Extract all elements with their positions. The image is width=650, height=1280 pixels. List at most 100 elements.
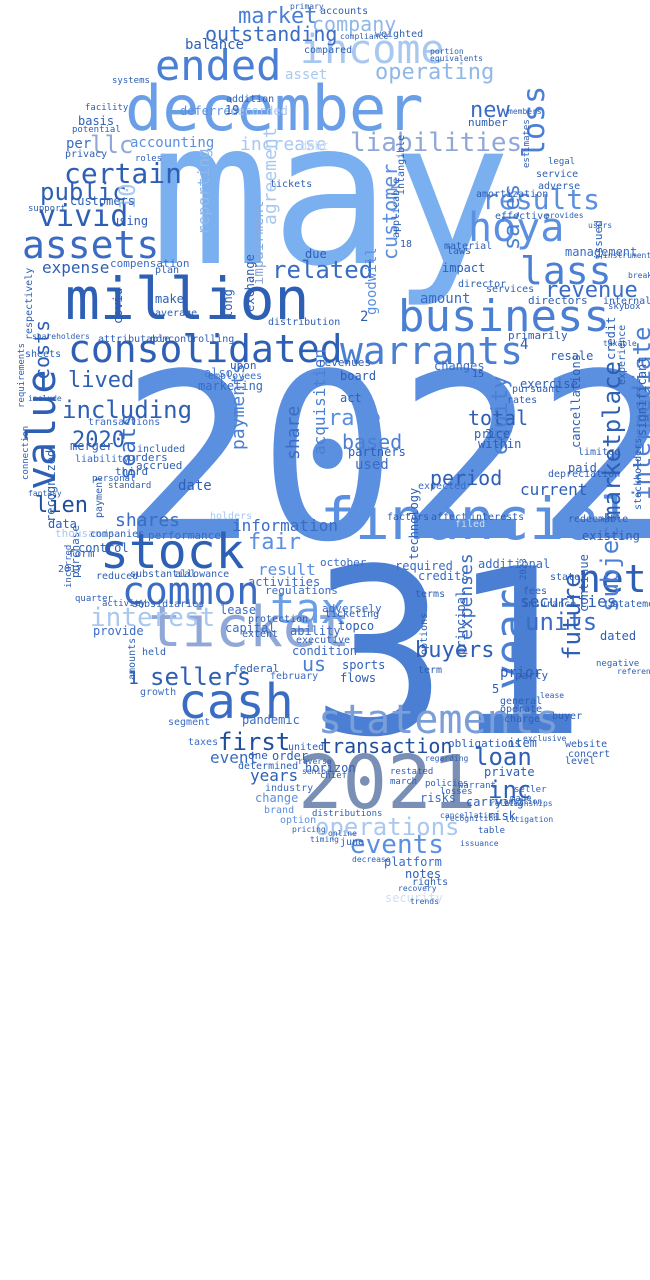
cloud-word: platform (384, 855, 442, 869)
cloud-word: fantasy (28, 489, 62, 498)
cloud-word: executive (296, 635, 351, 646)
cloud-word: online (328, 829, 357, 838)
cloud-word: relationships (490, 799, 553, 808)
cloud-word: common (122, 569, 260, 613)
cloud-word: limited (578, 447, 621, 458)
cloud-word: companies (90, 529, 145, 540)
cloud-word: support (28, 204, 66, 214)
cloud-word: result (258, 560, 316, 579)
cloud-word: statements (318, 697, 559, 743)
cloud-word: attributable (98, 334, 171, 345)
cloud-word: concert (568, 749, 611, 760)
cloud-word: third (115, 465, 149, 478)
cloud-word: negative (596, 659, 640, 669)
cloud-word: tax (270, 584, 346, 633)
cloud-word: market (238, 4, 318, 29)
cloud-word: control (78, 541, 129, 555)
cloud-word: lass (520, 249, 612, 293)
cloud-word: pursuant (512, 384, 561, 395)
cloud-word: growth (140, 687, 177, 698)
cloud-word: buyers (415, 638, 495, 663)
cloud-word: recognized (44, 449, 58, 522)
cloud-word: data (48, 517, 77, 531)
cloud-word: obligations (448, 737, 521, 750)
cloud-word: exercise (520, 377, 578, 391)
cloud-word: increase (240, 134, 327, 155)
cloud-word: warrants (340, 329, 524, 373)
cloud-word: insurance (522, 599, 577, 610)
cloud-word: 5 (492, 682, 500, 696)
cloud-word: private (484, 765, 535, 779)
cloud-word: marketing (198, 379, 264, 393)
cloud-word: upon (230, 359, 257, 372)
cloud-word: loan (474, 743, 532, 771)
cloud-word: carrying (466, 795, 524, 809)
cloud-word: restated (390, 767, 434, 777)
cloud-word: facility (85, 103, 129, 113)
cloud-word: brand (264, 805, 295, 816)
cloud-word: business (398, 291, 610, 342)
cloud-word: senior (302, 767, 331, 776)
cloud-word: first (218, 728, 291, 756)
cloud-word: principal (454, 589, 468, 655)
cloud-word: affect (431, 512, 468, 523)
cloud-word: based (342, 430, 403, 454)
cloud-word: item (508, 736, 537, 750)
cloud-word: price (474, 427, 511, 441)
cloud-word: users (588, 221, 613, 230)
cloud-word: recognition (445, 814, 498, 823)
cloud-word: change (255, 791, 299, 805)
cloud-word: condition (292, 644, 358, 658)
cloud-word: sheets (25, 349, 62, 360)
cloud-word: million (65, 265, 310, 333)
cloud-word: 2023 (519, 558, 529, 580)
cloud-word: regarding (425, 754, 469, 763)
cloud-word: pandemic (242, 713, 300, 727)
cloud-word: regulations (265, 584, 338, 597)
cloud-word: hoya (468, 205, 565, 251)
cloud-word: industry (265, 783, 314, 794)
cloud-word: protection (248, 614, 309, 625)
cloud-word: credit (604, 316, 618, 360)
cloud-word: customers (70, 194, 136, 208)
cloud-word: within (478, 437, 522, 451)
cloud-word: risks (420, 791, 457, 805)
cloud-word: personal (92, 474, 136, 484)
cloud-word: notes (405, 867, 442, 881)
cloud-word: cancellation (440, 811, 498, 820)
cloud-word: number (468, 116, 508, 129)
cloud-word: members (508, 107, 542, 116)
cloud-word: certain (64, 157, 183, 190)
cloud-word: allowance (175, 569, 230, 580)
cloud-word: assets (22, 223, 160, 267)
cloud-word: 2 (360, 309, 369, 325)
cloud-word: risk (487, 809, 516, 823)
cloud-word: results (482, 183, 601, 216)
cloud-word: events (350, 830, 444, 860)
cloud-word: charge (504, 714, 541, 725)
cloud-word: thousands (55, 527, 115, 540)
cloud-word: share (283, 405, 304, 460)
cloud-word: shares (115, 510, 181, 531)
cloud-word: income (300, 27, 445, 73)
cloud-word: current (520, 480, 588, 499)
cloud-word: amounts (127, 637, 138, 680)
cloud-word: including (62, 396, 193, 424)
cloud-word: connection (21, 425, 31, 480)
cloud-word: privacy (65, 149, 108, 160)
cloud-word: 2022 (120, 326, 650, 593)
cloud-word: october (320, 556, 367, 569)
cloud-word: adverse (538, 181, 581, 192)
cloud-word: prior (500, 665, 543, 681)
cloud-word: accounting (130, 135, 215, 151)
cloud-word: horizon (305, 761, 356, 775)
cloud-word: us (302, 652, 327, 676)
cloud-word: board (340, 369, 377, 383)
cloud-word: plan (155, 265, 180, 276)
cloud-word: date (178, 478, 212, 494)
cloud-word: sellers (150, 663, 252, 691)
cloud-word: held (142, 647, 167, 658)
cloud-word: december (125, 72, 424, 145)
cloud-word: stockholders (633, 437, 644, 510)
